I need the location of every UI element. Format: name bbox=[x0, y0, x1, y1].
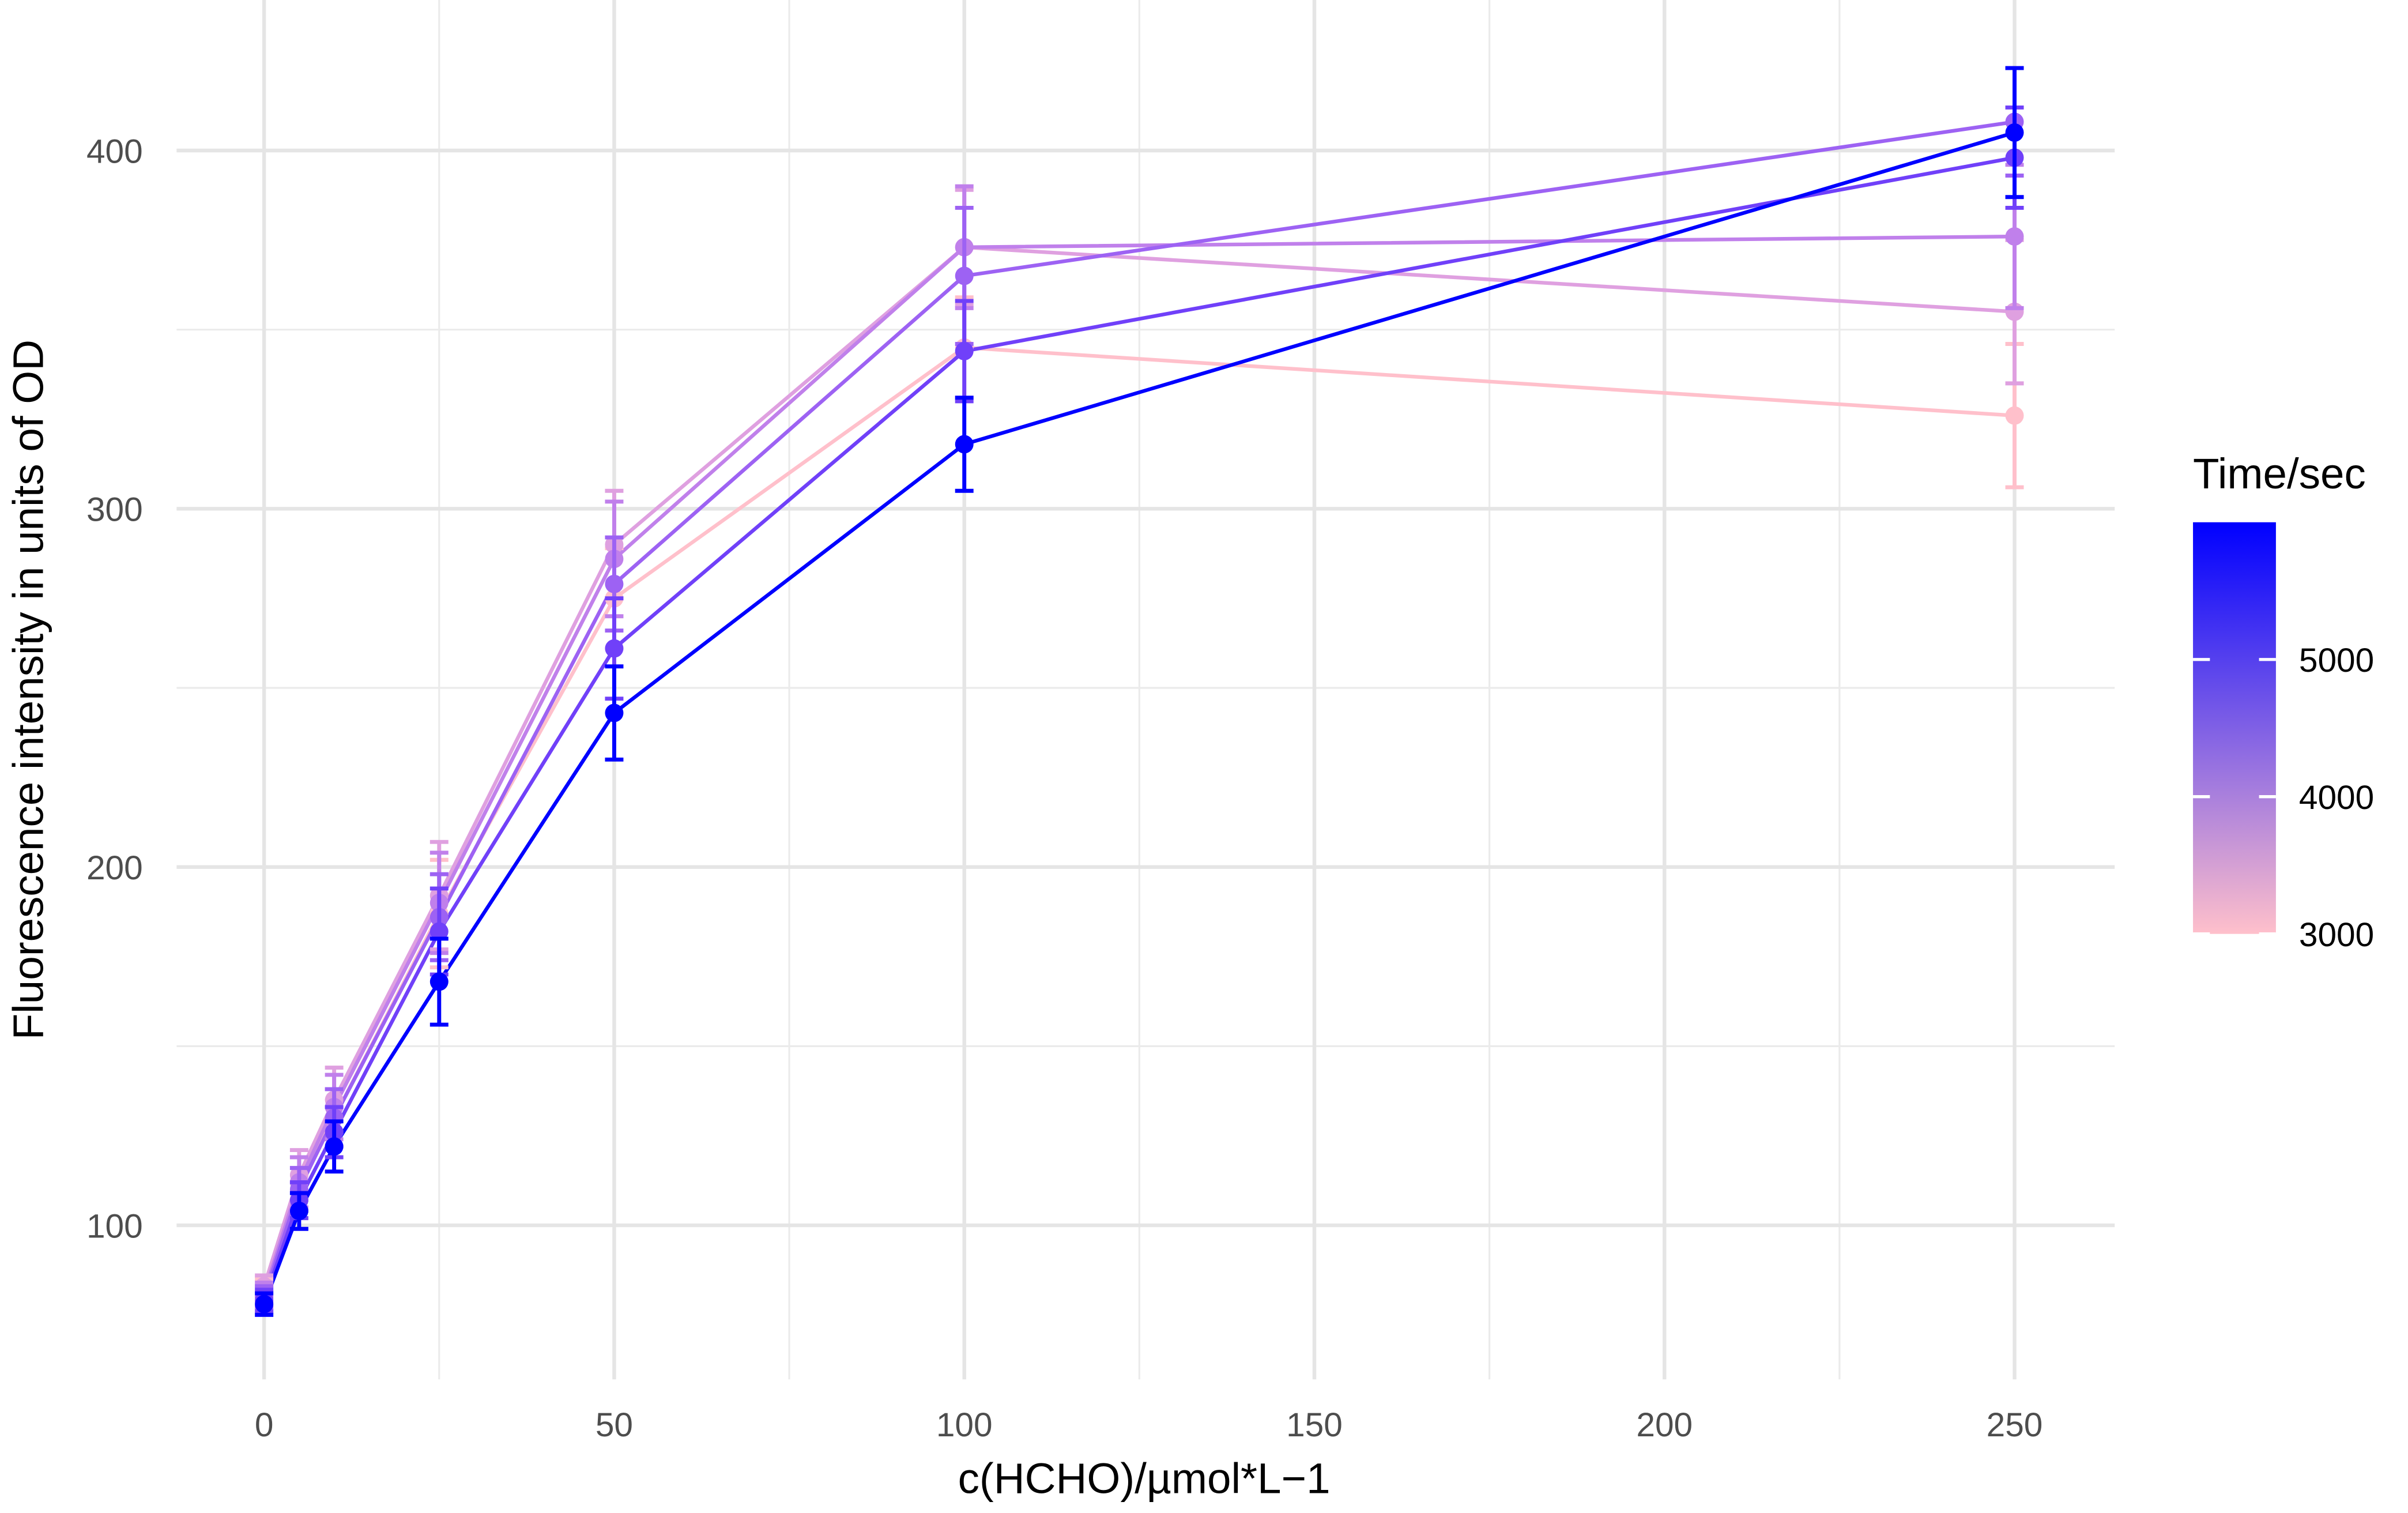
data-point bbox=[2005, 123, 2024, 142]
data-point bbox=[2005, 406, 2024, 425]
grid bbox=[176, 0, 2115, 1380]
data-point bbox=[289, 1202, 308, 1221]
data-point bbox=[955, 266, 974, 285]
y-tick-label: 100 bbox=[86, 1207, 143, 1245]
y-tick-label: 300 bbox=[86, 491, 143, 529]
y-tick-label: 400 bbox=[86, 133, 143, 170]
data-point bbox=[429, 972, 449, 991]
colorbar bbox=[2193, 522, 2276, 934]
legend-title: Time/sec bbox=[2193, 449, 2366, 498]
data-point bbox=[2005, 227, 2024, 246]
x-tick-label: 200 bbox=[1636, 1406, 1693, 1444]
x-tick-label: 50 bbox=[596, 1406, 633, 1444]
x-tick-label: 250 bbox=[1987, 1406, 2043, 1444]
colorbar-tick-label: 3000 bbox=[2299, 916, 2374, 954]
data-point bbox=[605, 574, 624, 593]
y-axis-title: Fluorescence intensity in units of OD bbox=[4, 340, 52, 1040]
data-point bbox=[325, 1137, 344, 1156]
x-tick-label: 150 bbox=[1286, 1406, 1343, 1444]
data-point bbox=[255, 1294, 274, 1313]
data-point bbox=[429, 922, 449, 941]
data-point bbox=[955, 435, 974, 454]
x-tick-label: 0 bbox=[255, 1406, 274, 1444]
colorbar-tick-label: 4000 bbox=[2299, 779, 2374, 816]
y-tick-label: 200 bbox=[86, 849, 143, 887]
x-axis-title: c(HCHO)/µmol*L−1 bbox=[958, 1454, 1331, 1502]
data-point bbox=[605, 639, 624, 658]
plot-area bbox=[255, 66, 2024, 1317]
x-tick-label: 100 bbox=[936, 1406, 993, 1444]
data-point bbox=[955, 341, 974, 360]
data-point bbox=[605, 703, 624, 722]
colorbar-tick-label: 5000 bbox=[2299, 642, 2374, 679]
